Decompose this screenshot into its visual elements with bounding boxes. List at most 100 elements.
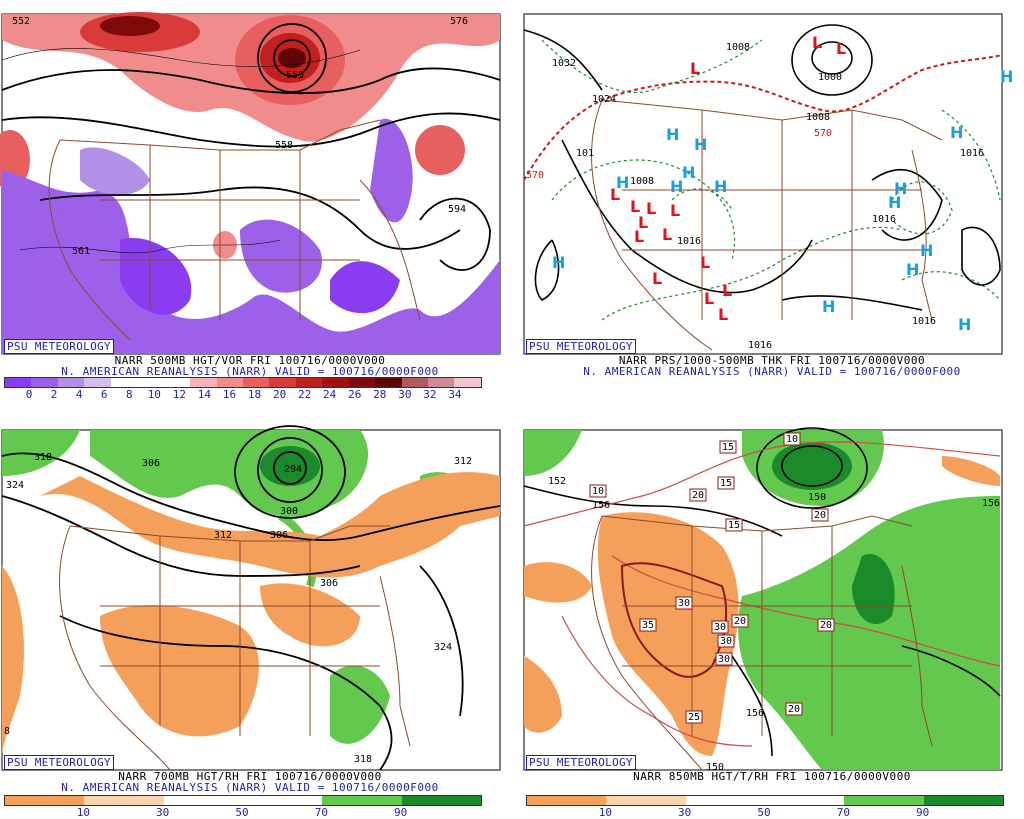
high-pressure-marker: H — [1000, 67, 1013, 86]
colorbar-swatch — [110, 378, 138, 387]
rh-colorbar-ticks: 10 30 50 70 90 — [526, 806, 1002, 819]
contour-label: 312 — [214, 530, 232, 541]
high-pressure-marker: H — [822, 297, 835, 316]
t850-map: 152 156 150 156 156 150 10 10 15 15 15 20 20 20… — [523, 427, 1003, 773]
contour-label: 324 — [6, 480, 24, 491]
contour-label: 156 — [982, 498, 1000, 509]
colorbar-swatch — [57, 378, 85, 387]
contour-label: 294 — [284, 464, 302, 475]
contour-label: 150 — [706, 762, 724, 773]
colorbar-tick-label: 2 — [50, 388, 58, 401]
low-pressure-marker: L — [836, 39, 846, 58]
colorbar-swatch — [322, 378, 349, 387]
colorbar-tick-label: 4 — [75, 388, 83, 401]
temperature-label: 20 — [820, 620, 832, 631]
temperature-label-box — [689, 488, 707, 502]
panel-700mb-rh: 318 324 306 294 300 312 306 312 306 324 … — [0, 416, 501, 819]
colorbar-swatch — [84, 378, 111, 387]
contour-label: 152 — [548, 476, 566, 487]
contour-label: 306 — [142, 458, 160, 469]
colorbar-tick-label: 30 — [156, 806, 170, 819]
temperature-label-box — [783, 432, 801, 446]
colorbar-tick-label: 70 — [314, 806, 328, 819]
temperature-label: 20 — [788, 704, 800, 715]
high-pressure-marker: H — [906, 260, 919, 279]
temperature-label-box — [719, 440, 737, 454]
high-pressure-marker: H — [666, 125, 679, 144]
colorbar-swatch — [401, 378, 428, 387]
colorbar-tick-label: 26 — [348, 388, 362, 401]
contour-label: 324 — [434, 642, 452, 653]
colorbar-tick-label: 10 — [147, 388, 161, 401]
vorticity-colorbar — [4, 377, 482, 388]
colorbar-swatch — [527, 796, 607, 805]
contour-label: 306 — [320, 578, 338, 589]
low-pressure-marker: L — [662, 225, 672, 244]
colorbar-swatch — [923, 796, 1003, 805]
temperature-label: 10 — [592, 486, 604, 497]
temperature-label-box — [589, 484, 607, 498]
low-pressure-marker: L — [704, 289, 714, 308]
temperature-label: 10 — [786, 434, 798, 445]
colorbar-tick-label: 0 — [25, 388, 33, 401]
temperature-label: 30 — [714, 622, 726, 633]
contour-label: 306 — [270, 530, 288, 541]
temperature-label: 20 — [734, 616, 746, 627]
colorbar-swatch — [295, 378, 323, 387]
colorbar-tick-label: 16 — [222, 388, 237, 401]
colorbar-swatch — [764, 796, 845, 805]
rh-colorbar — [526, 795, 1004, 806]
contour-label: 312 — [454, 456, 472, 467]
colorbar-swatch — [5, 378, 32, 387]
temperature-label: 15 — [722, 442, 734, 453]
contour-label: 1016 — [872, 214, 896, 225]
temperature-label-box — [715, 652, 733, 666]
high-pressure-marker: H — [958, 315, 971, 334]
contour-label: 561 — [72, 246, 90, 257]
contour-label: 156 — [592, 500, 610, 511]
temperature-label: 15 — [720, 478, 732, 489]
colorbar-swatch — [84, 796, 164, 805]
colorbar-swatch — [606, 796, 686, 805]
vorticity-map: 552 576 555 558 594 561 — [0, 12, 501, 355]
low-pressure-marker: L — [812, 33, 822, 52]
temperature-label-box — [817, 618, 835, 632]
colorbar-tick-label: 14 — [197, 388, 212, 401]
temperature-label: 30 — [718, 654, 730, 665]
temperature-label: 30 — [678, 598, 690, 609]
temperature-label-box — [675, 596, 693, 610]
colorbar-swatch — [5, 796, 85, 805]
temperature-label-box — [811, 508, 829, 522]
contour-label: 8 — [4, 726, 10, 737]
colorbar-tick-label: 10 — [76, 806, 90, 819]
contour-label: 1008 — [630, 176, 654, 187]
psu-meteorology-badge: PSU METEOROLOGY — [526, 755, 636, 770]
vorticity-colorbar-ticks: 0 2 4 6 8 10 12 14 16 18 20 22 24 26 28 30 32 34 — [4, 388, 480, 401]
colorbar-swatch — [137, 378, 164, 387]
colorbar-swatch — [242, 796, 323, 805]
rh-colorbar-ticks: 10 30 50 70 90 — [4, 806, 480, 819]
low-pressure-marker: L — [652, 269, 662, 288]
contour-label: 1032 — [552, 58, 576, 69]
contour-label: 1000 — [818, 72, 842, 83]
temperature-label: 20 — [814, 510, 826, 521]
low-pressure-marker: L — [638, 213, 648, 232]
contour-label: 552 — [12, 16, 30, 27]
contour-label: 318 — [34, 452, 52, 463]
panel-caption: NARR PRS/1000-500MB THK FRI 100716/0000V… — [618, 354, 926, 367]
temperature-label: 20 — [692, 490, 704, 501]
psu-meteorology-badge: PSU METEOROLOGY — [4, 339, 114, 354]
colorbar-tick-label: 6 — [100, 388, 108, 401]
low-pressure-marker: L — [670, 201, 680, 220]
psu-meteorology-badge: PSU METEOROLOGY — [4, 755, 114, 770]
colorbar-swatch — [685, 796, 765, 805]
colorbar-tick-label: 28 — [373, 388, 387, 401]
low-pressure-marker: L — [610, 185, 620, 204]
high-pressure-marker: H — [616, 173, 629, 192]
thickness-label: 570 — [526, 170, 544, 181]
colorbar-tick-label: 10 — [598, 806, 612, 819]
colorbar-tick-label: 90 — [916, 806, 930, 819]
low-pressure-marker: L — [690, 59, 700, 78]
temperature-label-box — [785, 702, 803, 716]
